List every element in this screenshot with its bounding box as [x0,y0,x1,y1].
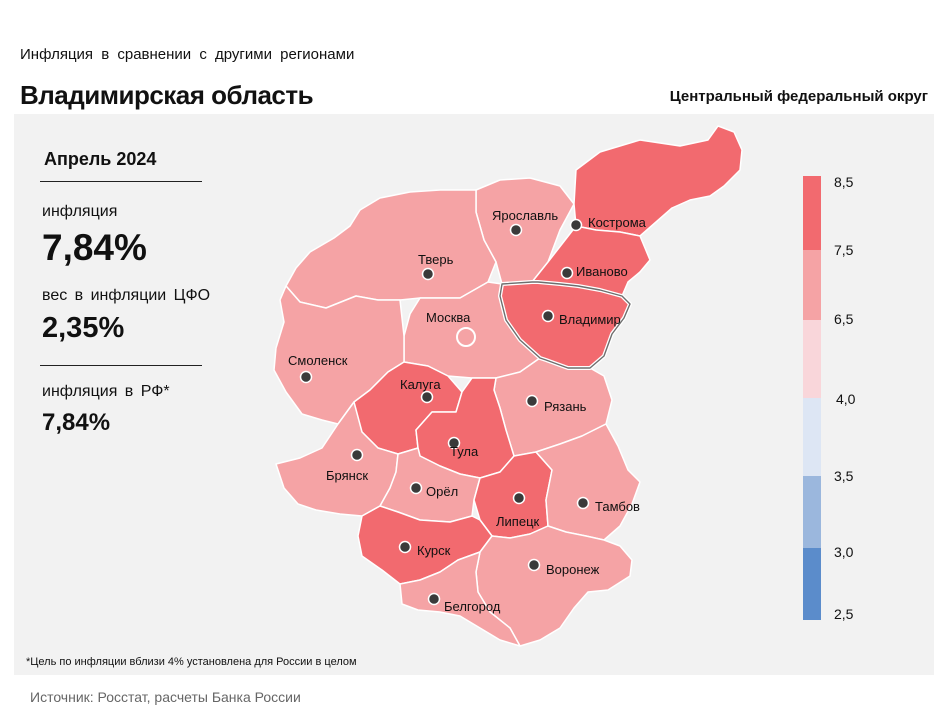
legend-tick-label: 2,5 [834,606,854,622]
legend-band [803,548,821,620]
region-label: Липецк [496,514,540,529]
inflation-label: инфляция [42,203,118,220]
region-area[interactable] [285,189,497,309]
region-label: Рязань [544,399,587,414]
city-marker [509,223,523,237]
district-label: Центральный федеральный округ [669,88,928,105]
rf-inflation-value: 7,84% [42,409,111,436]
city-marker [409,481,423,495]
legend-band [803,250,821,320]
legend-tick-label: 3,5 [834,468,854,484]
legend-band [803,398,821,476]
city-marker [576,496,590,510]
divider-top [40,181,202,182]
legend-band [803,176,821,250]
region-label: Смоленск [288,353,348,368]
city-marker [525,394,539,408]
region-label: Тамбов [595,499,640,514]
legend-tick-label: 7,5 [834,242,854,258]
page-title: Владимирская область [20,80,314,110]
legend-tick-label: 4,0 [836,391,856,407]
page-subtitle: Инфляция в сравнении с другими регионами [20,46,355,63]
region-label: Москва [426,310,471,325]
city-marker [512,491,526,505]
region-label: Курск [417,543,451,558]
legend-tick-label: 6,5 [834,311,854,327]
legend-band [803,476,821,548]
rf-inflation-label: инфляция в РФ* [42,383,170,400]
region-label: Воронеж [546,562,600,577]
city-marker [447,436,461,450]
region-label: Калуга [400,377,441,392]
city-marker [420,390,434,404]
region-label: Владимир [559,312,621,327]
source-note: Источник: Росстат, расчеты Банка России [30,689,301,705]
capital-marker [456,327,476,347]
region-label: Брянск [326,468,368,483]
weight-label: вес в инфляции ЦФО [42,287,211,304]
legend-band [803,320,821,398]
city-marker [299,370,313,384]
region-label: Ярославль [492,208,558,223]
city-marker [427,592,441,606]
region-label: Белгород [444,599,501,614]
period-label: Апрель 2024 [44,149,157,169]
divider-bottom [40,365,202,366]
city-marker [398,540,412,554]
inflation-value: 7,84% [42,227,147,268]
city-marker [541,309,555,323]
region-label: Иваново [576,264,628,279]
weight-value: 2,35% [42,312,125,344]
city-marker [569,218,583,232]
city-marker [527,558,541,572]
footnote: *Цель по инфляции вблизи 4% установлена … [26,656,357,668]
region-label: Тверь [418,252,454,267]
legend-tick-label: 8,5 [834,174,854,190]
city-marker [421,267,435,281]
legend-tick-label: 3,0 [834,544,854,560]
region-label: Тула [450,444,479,459]
city-marker [350,448,364,462]
highlight-outline [499,281,631,369]
region-area[interactable] [535,423,641,541]
region-label: Кострома [588,215,647,230]
region-label: Орёл [426,484,458,499]
region-area[interactable] [399,551,521,647]
city-marker [560,266,574,280]
